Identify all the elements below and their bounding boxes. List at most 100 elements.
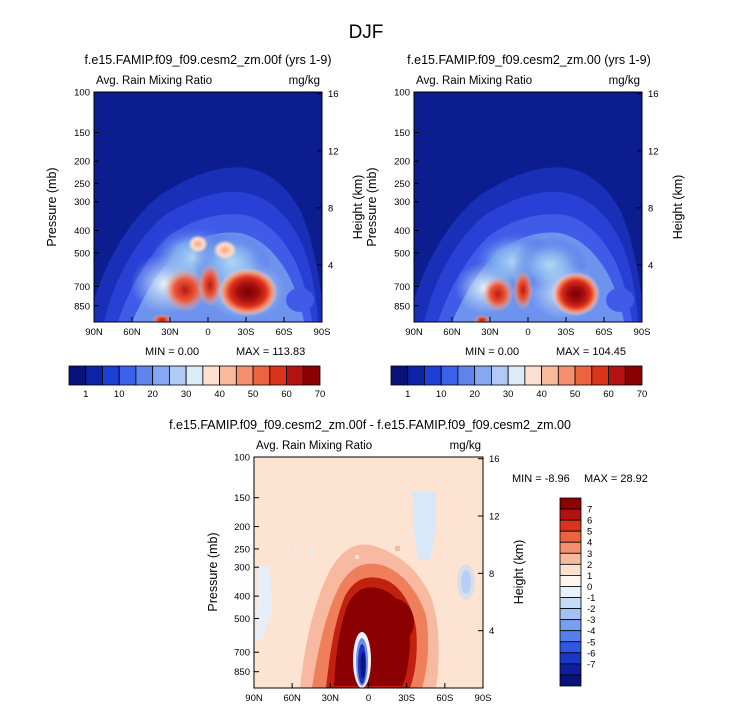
colorbar-swatch <box>559 674 582 687</box>
pressure-tick-label: 150 <box>74 128 90 139</box>
colorbar-label: 10 <box>436 389 447 400</box>
pressure-tick-label: 300 <box>234 563 250 574</box>
colorbar-label: 20 <box>147 389 158 400</box>
panel-2-ylabel: Pressure (mb) <box>365 167 379 246</box>
height-tick-label: 4 <box>648 260 653 271</box>
pressure-tick-label: 200 <box>394 157 410 168</box>
panel-2-pressure-ticks: 100 150 200 250 300 400 500 700 850 <box>394 88 419 312</box>
pressure-tick-label: 700 <box>74 282 90 293</box>
panel-2-title: f.e15.FAMIP.f09_f09.cesm2_zm.00 (yrs 1-9… <box>407 53 651 67</box>
colorbar-label: 50 <box>248 389 259 400</box>
panel-3-height-ticks: 4 8 12 16 <box>478 454 500 637</box>
pressure-tick-label: 100 <box>74 88 90 99</box>
pressure-tick-label: 500 <box>74 248 90 259</box>
lat-tick-label: 30S <box>398 693 415 704</box>
colorbar-swatch <box>559 563 582 576</box>
colorbar-swatch <box>235 365 254 386</box>
colorbar-swatch <box>168 365 187 386</box>
height-tick-label: 16 <box>648 89 659 100</box>
panel-1-pressure-ticks: 100 150 200 250 300 400 500 700 850 <box>74 88 99 312</box>
colorbar-swatch <box>118 365 137 386</box>
colorbar-swatch <box>524 365 542 386</box>
lat-tick-label: 60N <box>443 327 461 338</box>
colorbar-swatch <box>390 365 409 386</box>
colorbar-swatch <box>559 575 582 587</box>
height-tick-label: 16 <box>328 89 339 100</box>
lat-tick-label: 30N <box>322 693 340 704</box>
lat-tick-label: 90N <box>245 693 263 704</box>
pressure-tick-label: 250 <box>394 179 410 190</box>
lat-tick-label: 60N <box>283 693 301 704</box>
lat-tick-label: 90N <box>85 327 103 338</box>
panel-2-min: MIN = 0.00 <box>465 346 519 358</box>
colorbar-swatch <box>490 365 509 386</box>
colorbar-label: -1 <box>587 593 595 604</box>
colorbar-label: 1 <box>405 389 410 400</box>
pressure-tick-label: 200 <box>234 522 250 533</box>
lat-tick-label: 0 <box>366 693 371 704</box>
panel-2-units: mg/kg <box>609 75 640 87</box>
colorbar-label: 70 <box>637 389 648 400</box>
colorbar-swatch <box>424 365 442 386</box>
colorbar-label: 7 <box>587 505 592 516</box>
colorbar-swatch <box>457 365 476 386</box>
colorbar-swatch <box>559 597 582 609</box>
lat-tick-label: 0 <box>205 327 210 338</box>
colorbar-label: -5 <box>587 637 595 648</box>
colorbar-swatch <box>135 365 154 386</box>
colorbar-label: 2 <box>587 560 592 571</box>
colorbar-label: 40 <box>536 389 547 400</box>
colorbar-label: 4 <box>587 538 592 549</box>
pressure-tick-label: 400 <box>74 226 90 237</box>
panel-1-max: MAX = 113.83 <box>236 346 305 358</box>
lat-tick-label: 90S <box>475 693 492 704</box>
lat-tick-label: 30S <box>238 327 255 338</box>
pressure-tick-label: 500 <box>234 614 250 625</box>
colorbar-swatch <box>507 365 526 386</box>
colorbar-swatch <box>440 365 459 386</box>
colorbar-swatch <box>559 652 582 665</box>
panel-1-lat-ticks: 90N 60N 30N 0 30S 60S 90S <box>85 317 330 338</box>
colorbar-swatch <box>407 365 425 386</box>
pressure-tick-label: 400 <box>394 226 410 237</box>
pressure-tick-label: 300 <box>394 197 410 208</box>
pressure-tick-label: 300 <box>74 197 90 208</box>
height-tick-label: 4 <box>328 260 333 271</box>
height-tick-label: 12 <box>328 146 339 157</box>
colorbar-swatch <box>559 641 582 654</box>
colorbar-swatch <box>608 365 626 386</box>
lat-tick-label: 90S <box>634 327 651 338</box>
panel-2: f.e15.FAMIP.f09_f09.cesm2_zm.00 (yrs 1-9… <box>365 53 685 400</box>
pressure-tick-label: 150 <box>234 493 250 504</box>
colorbar-swatch <box>559 519 582 532</box>
panel-1-y2label: Height (km) <box>351 175 365 240</box>
panel-1-units: mg/kg <box>289 75 320 87</box>
lat-tick-label: 30S <box>558 327 575 338</box>
height-tick-label: 8 <box>648 203 653 214</box>
colorbar-swatch <box>574 365 593 386</box>
height-tick-label: 16 <box>489 454 500 465</box>
colorbar-swatch <box>559 541 582 554</box>
panel-1: f.e15.FAMIP.f09_f09.cesm2_zm.00f (yrs 1-… <box>45 53 365 400</box>
panel-3-lat-ticks: 90N 60N 30N 0 30S 60S 90S <box>245 683 491 704</box>
main-title: DJF <box>349 22 384 43</box>
colorbar-label: 50 <box>570 389 581 400</box>
pressure-tick-label: 150 <box>394 128 410 139</box>
colorbar-swatch <box>559 508 582 521</box>
colorbar-swatch <box>286 365 304 386</box>
colorbar-label: 10 <box>114 389 125 400</box>
colorbar-swatch <box>559 630 582 643</box>
colorbar-label: 60 <box>281 389 292 400</box>
colorbar-swatch <box>302 365 321 386</box>
height-tick-label: 8 <box>489 569 494 580</box>
panel-2-max: MAX = 104.45 <box>556 346 626 358</box>
pressure-tick-label: 250 <box>74 179 90 190</box>
colorbar-label: 5 <box>587 527 592 538</box>
panel-1-title: f.e15.FAMIP.f09_f09.cesm2_zm.00f (yrs 1-… <box>84 53 331 67</box>
colorbar-swatch <box>559 552 582 565</box>
height-tick-label: 4 <box>489 626 494 637</box>
height-tick-label: 12 <box>489 512 500 523</box>
colorbar-label: 30 <box>181 389 192 400</box>
pressure-tick-label: 100 <box>234 453 250 464</box>
